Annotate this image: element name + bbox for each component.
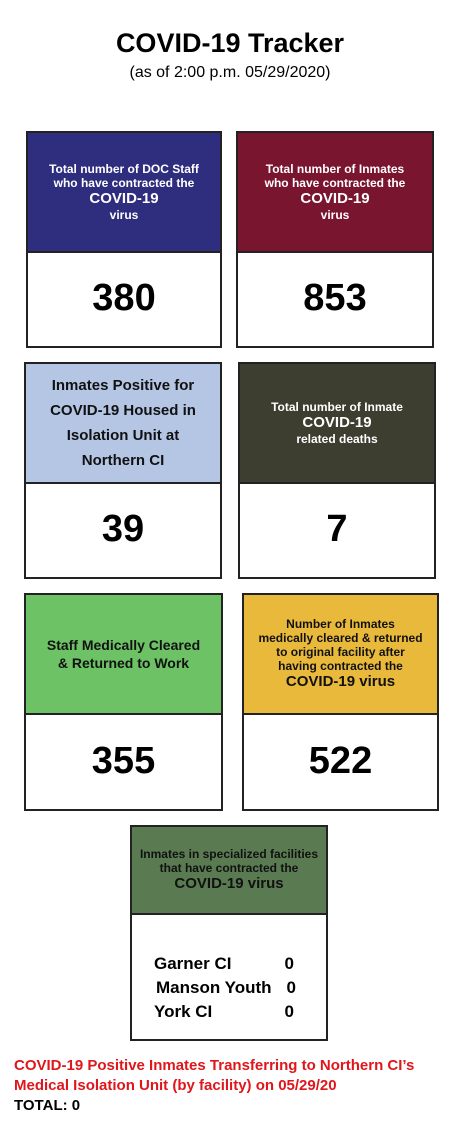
card: Number of Inmates medically cleared & re…	[242, 593, 439, 811]
label: virus	[109, 208, 139, 222]
card: Inmates Positive for COVID-19 Housed in …	[24, 362, 222, 579]
card: Total number of DOC Staff who have contr…	[26, 131, 222, 348]
value: 380	[92, 277, 156, 319]
facility-list: Garner CI 0 Manson Youth 0 York CI 0	[154, 952, 296, 1024]
facility: Manson Youth	[156, 978, 272, 997]
card: Staff Medically Cleared & Returned to Wo…	[24, 593, 223, 811]
label: Inmates in specialized facilities	[139, 847, 319, 861]
label: Total number of Inmate	[271, 400, 403, 414]
facilities-card: Inmates in specialized facilities that h…	[130, 825, 328, 1041]
card-header: Total number of Inmate COVID-19 related …	[240, 364, 434, 484]
value: 522	[308, 739, 373, 782]
facility-row: Garner CI 0	[154, 952, 294, 976]
label: having contracted the	[278, 659, 403, 673]
label: virus	[320, 208, 350, 222]
label: Isolation Unit at	[66, 427, 180, 444]
label: & Returned to Work	[57, 655, 190, 671]
label: to original facility after	[276, 645, 405, 659]
value: 853	[303, 277, 367, 319]
subtitle: (as of 2:00 p.m. 05/29/2020)	[129, 64, 331, 81]
count: 0	[284, 1002, 294, 1021]
label: Northern CI	[81, 452, 165, 469]
count: 0	[284, 954, 294, 973]
label: Total number of DOC Staff	[49, 162, 199, 176]
label: Total number of Inmates	[265, 162, 405, 176]
label: COVID-19 virus	[174, 875, 284, 892]
facility-row: Manson Youth 0	[156, 976, 296, 1000]
footer: COVID-19 Positive Inmates Transferring t…	[14, 1056, 414, 1116]
label: who have contracted the	[53, 176, 195, 190]
label: related deaths	[296, 432, 378, 446]
footer-line: COVID-19 Positive Inmates Transferring t…	[14, 1057, 415, 1074]
label: who have contracted the	[264, 176, 406, 190]
card-header: Inmates Positive for COVID-19 Housed in …	[26, 364, 220, 484]
card-header: Number of Inmates medically cleared & re…	[244, 595, 437, 715]
card: Total number of Inmates who have contrac…	[236, 131, 434, 348]
label: Staff Medically Cleared	[46, 637, 201, 653]
label: Number of Inmates	[286, 617, 395, 631]
label: COVID-19	[89, 190, 159, 207]
value: 39	[101, 508, 145, 550]
label: Inmates Positive for	[51, 377, 195, 394]
label: that have contracted the	[159, 861, 299, 875]
facility: Garner CI	[154, 954, 232, 973]
value: 7	[326, 508, 348, 550]
footer-line: Medical Isolation Unit (by facility) on …	[14, 1077, 337, 1094]
facility: York CI	[154, 1002, 213, 1021]
facility-row: York CI 0	[154, 1000, 294, 1024]
value: 355	[91, 739, 156, 782]
card: Total number of Inmate COVID-19 related …	[238, 362, 436, 579]
label: COVID-19 Housed in	[50, 402, 196, 419]
label: medically cleared & returned	[258, 631, 423, 645]
card-header: Total number of Inmates who have contrac…	[238, 133, 432, 253]
label: COVID-19 virus	[285, 673, 396, 690]
total: TOTAL: 0	[14, 1097, 81, 1114]
label: COVID-19	[302, 414, 372, 431]
label: COVID-19	[300, 190, 370, 207]
card-header: Total number of DOC Staff who have contr…	[28, 133, 220, 253]
count: 0	[286, 978, 296, 997]
card-header: Staff Medically Cleared & Returned to Wo…	[26, 595, 221, 715]
title: COVID-19 Tracker	[115, 28, 345, 58]
card-header: Inmates in specialized facilities that h…	[132, 827, 326, 915]
